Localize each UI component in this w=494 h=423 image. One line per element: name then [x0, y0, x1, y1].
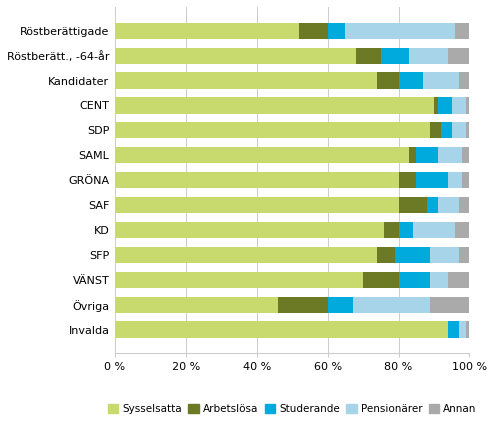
Bar — [353, 297, 430, 313]
Bar — [363, 272, 399, 288]
Bar — [448, 48, 469, 64]
Bar — [356, 48, 381, 64]
Bar — [452, 97, 466, 114]
Bar — [452, 122, 466, 138]
Bar — [448, 321, 459, 338]
Bar — [115, 272, 363, 288]
Bar — [384, 222, 399, 238]
Bar — [115, 122, 430, 138]
Bar — [448, 272, 469, 288]
Bar — [395, 247, 430, 263]
Bar — [115, 48, 356, 64]
Bar — [466, 321, 469, 338]
Legend: Sysselsatta, Arbetslösa, Studerande, Pensionärer, Annan: Sysselsatta, Arbetslösa, Studerande, Pen… — [104, 400, 481, 418]
Bar — [399, 197, 427, 213]
Bar — [115, 247, 377, 263]
Bar — [299, 23, 328, 39]
Bar — [438, 197, 459, 213]
Bar — [377, 247, 395, 263]
Bar — [328, 297, 353, 313]
Bar — [381, 48, 409, 64]
Bar — [427, 197, 438, 213]
Bar — [115, 172, 399, 188]
Bar — [438, 97, 452, 114]
Bar — [423, 72, 459, 89]
Bar — [466, 122, 469, 138]
Bar — [438, 147, 462, 163]
Bar — [115, 23, 299, 39]
Bar — [399, 72, 423, 89]
Bar — [448, 172, 462, 188]
Bar — [455, 23, 469, 39]
Bar — [413, 222, 455, 238]
Bar — [115, 147, 409, 163]
Bar — [430, 272, 448, 288]
Bar — [459, 247, 469, 263]
Bar — [345, 23, 455, 39]
Bar — [430, 297, 469, 313]
Bar — [430, 122, 441, 138]
Bar — [115, 297, 278, 313]
Bar — [459, 321, 466, 338]
Bar — [399, 272, 430, 288]
Bar — [416, 172, 448, 188]
Bar — [278, 297, 328, 313]
Bar — [377, 72, 399, 89]
Bar — [115, 197, 399, 213]
Bar — [409, 48, 448, 64]
Bar — [462, 172, 469, 188]
Bar — [115, 72, 377, 89]
Bar — [462, 147, 469, 163]
Bar — [430, 247, 459, 263]
Bar — [115, 97, 434, 114]
Bar — [409, 147, 416, 163]
Bar — [455, 222, 469, 238]
Bar — [399, 172, 416, 188]
Bar — [115, 222, 384, 238]
Bar — [459, 72, 469, 89]
Bar — [434, 97, 438, 114]
Bar — [459, 197, 469, 213]
Bar — [399, 222, 413, 238]
Bar — [328, 23, 345, 39]
Bar — [115, 321, 448, 338]
Bar — [441, 122, 452, 138]
Bar — [466, 97, 469, 114]
Bar — [416, 147, 438, 163]
